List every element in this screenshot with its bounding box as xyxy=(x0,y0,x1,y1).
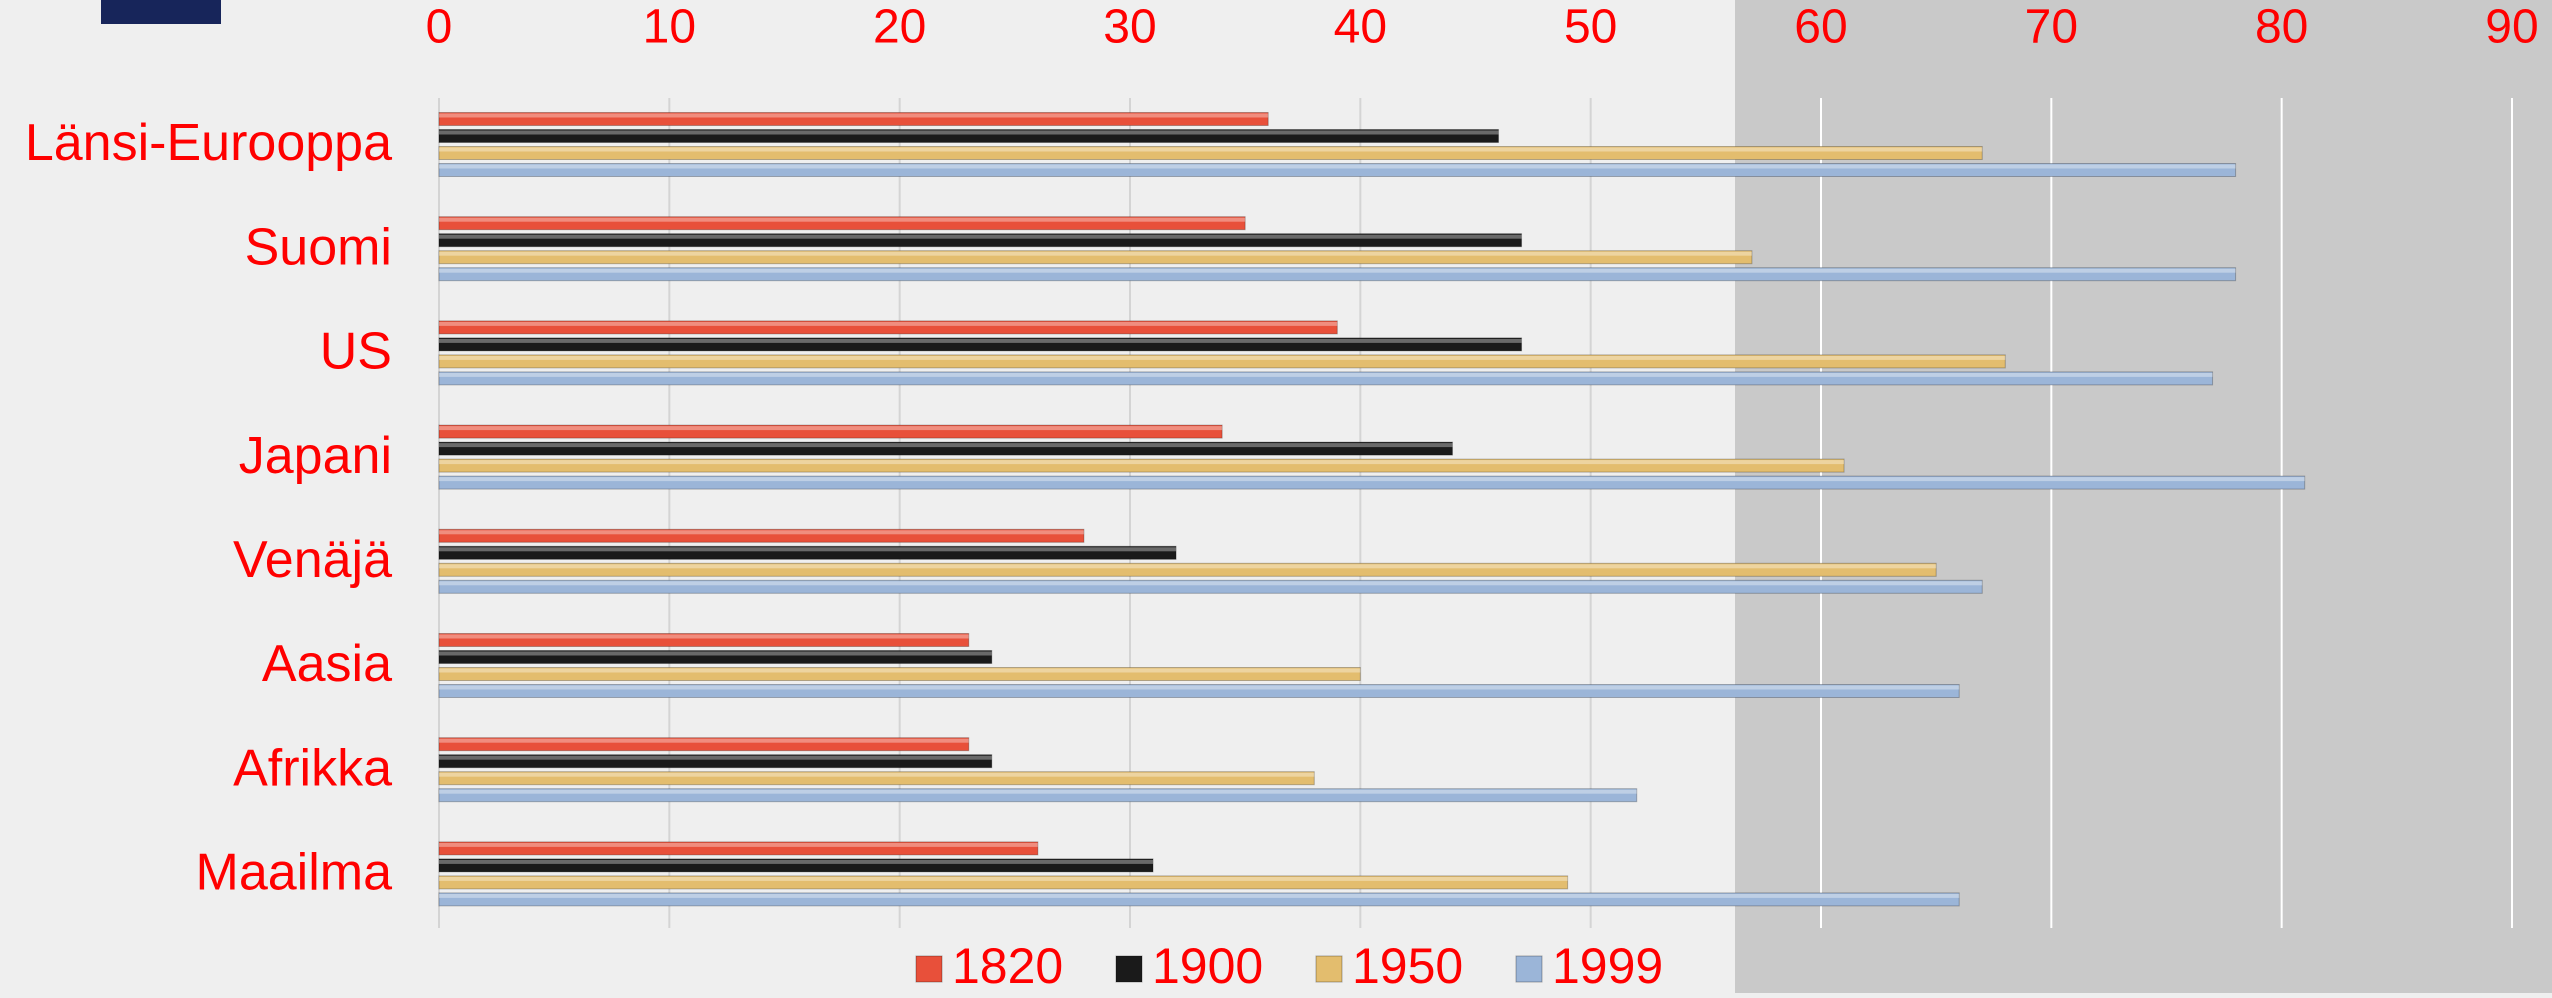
bar-highlight xyxy=(439,477,2305,482)
bar xyxy=(438,441,1453,456)
bar xyxy=(438,788,1638,803)
bar-highlight xyxy=(439,355,2006,360)
bar xyxy=(438,424,1223,439)
bar xyxy=(438,337,1523,352)
bar-highlight xyxy=(439,113,1269,118)
legend-label: 1950 xyxy=(1352,938,1463,993)
bar xyxy=(438,892,1960,907)
bar-highlight xyxy=(439,685,1960,690)
x-tick-label: 90 xyxy=(2485,1,2538,54)
bar xyxy=(438,667,1361,681)
legend-swatch xyxy=(1115,955,1143,983)
bar xyxy=(438,112,1269,126)
bar-highlight xyxy=(439,130,1499,135)
bar xyxy=(438,267,2237,282)
bar xyxy=(438,354,2006,369)
bar-highlight xyxy=(439,321,1338,326)
legend-label: 1999 xyxy=(1552,938,1663,993)
y-tick-label: US xyxy=(320,323,392,381)
bar-highlight xyxy=(439,147,1983,152)
x-tick-label: 70 xyxy=(2025,1,2078,54)
logo-block xyxy=(101,0,221,24)
bar xyxy=(438,771,1315,786)
bar-highlight xyxy=(439,842,1038,847)
bar xyxy=(438,250,1753,265)
bar-highlight xyxy=(439,893,1960,898)
bar-highlight xyxy=(439,859,1154,864)
bar-highlight xyxy=(439,460,1845,465)
y-tick-label: Maailma xyxy=(196,844,393,902)
bar-highlight xyxy=(439,651,992,656)
bar xyxy=(438,371,2214,386)
bar xyxy=(438,545,1177,560)
bar xyxy=(438,458,1845,473)
bar xyxy=(438,233,1523,248)
y-tick-label: Japani xyxy=(239,427,392,485)
bar xyxy=(438,579,1983,594)
bar-highlight xyxy=(439,772,1315,777)
bar-highlight xyxy=(439,738,969,743)
bar-highlight xyxy=(439,547,1177,552)
y-tick-label: Suomi xyxy=(245,218,392,276)
bar xyxy=(438,146,1983,160)
bar-highlight xyxy=(439,338,1522,343)
bar xyxy=(438,562,1937,577)
bar-highlight xyxy=(439,564,1937,569)
bar-highlight xyxy=(439,634,969,639)
bar xyxy=(438,129,1500,143)
legend-swatch xyxy=(1315,955,1343,983)
x-tick-label: 40 xyxy=(1334,1,1387,54)
bar-highlight xyxy=(439,426,1223,431)
bar-highlight xyxy=(439,251,1752,256)
bar xyxy=(438,163,2237,177)
x-tick-label: 10 xyxy=(643,1,696,54)
x-tick-label: 0 xyxy=(426,1,453,54)
bar-highlight xyxy=(439,164,2236,169)
bar xyxy=(438,754,993,769)
bar-highlight xyxy=(439,581,1983,586)
bar-highlight xyxy=(439,268,2236,273)
bar-highlight xyxy=(439,234,1522,239)
bar-highlight xyxy=(439,755,992,760)
legend-swatch xyxy=(915,955,943,983)
bar-highlight xyxy=(439,876,1568,881)
y-tick-label: Aasia xyxy=(262,635,392,693)
bar-highlight xyxy=(439,789,1637,794)
bar xyxy=(438,650,993,664)
bar xyxy=(438,858,1154,873)
bar xyxy=(438,320,1338,335)
bar-highlight xyxy=(439,530,1084,535)
bar xyxy=(438,737,970,752)
bar xyxy=(438,841,1039,856)
bar xyxy=(438,875,1569,890)
legend-label: 1820 xyxy=(952,938,1063,993)
legend-label: 1900 xyxy=(1152,938,1263,993)
bar xyxy=(438,216,1246,231)
x-tick-label: 60 xyxy=(1794,1,1847,54)
bar-highlight xyxy=(439,443,1453,448)
bar xyxy=(438,633,970,647)
x-tick-label: 20 xyxy=(873,1,926,54)
bar xyxy=(438,528,1085,543)
legend-swatch xyxy=(1515,955,1543,983)
y-tick-label: Venäjä xyxy=(233,531,392,589)
y-tick-label: Afrikka xyxy=(233,739,392,797)
bar-highlight xyxy=(439,668,1361,673)
x-tick-label: 30 xyxy=(1103,1,1156,54)
bar-highlight xyxy=(439,217,1246,222)
bar xyxy=(438,475,2306,490)
bar-highlight xyxy=(439,372,2213,377)
x-tick-label: 80 xyxy=(2255,1,2308,54)
x-tick-label: 50 xyxy=(1564,1,1617,54)
y-tick-label: Länsi-Eurooppa xyxy=(25,114,392,172)
bar xyxy=(438,684,1960,698)
